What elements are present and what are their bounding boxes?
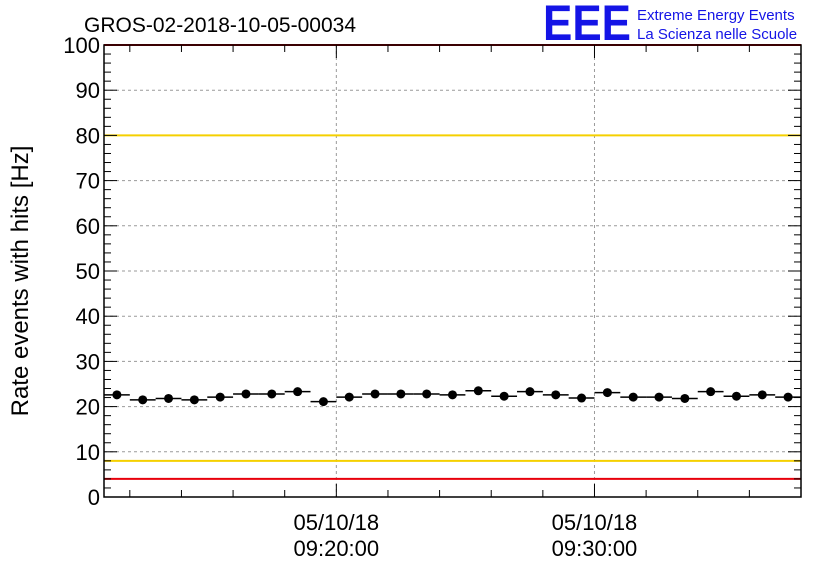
data-point xyxy=(525,387,535,397)
y-tick-label: 50 xyxy=(76,259,100,284)
data-point xyxy=(731,391,741,401)
eee-logo-line2: La Scienza nelle Scuole xyxy=(637,26,797,43)
y-tick-label: 30 xyxy=(76,349,100,374)
data-point xyxy=(422,389,432,399)
chart-title: GROS-02-2018-10-05-00034 xyxy=(84,14,356,37)
y-axis-title: Rate events with hits [Hz] xyxy=(7,146,34,417)
eee-logo: EEE Extreme Energy Events La Scienza nel… xyxy=(543,0,797,51)
y-tick-labels: 0 10 20 30 40 50 60 70 80 90 100 xyxy=(63,33,100,510)
data-point xyxy=(112,390,122,400)
data-point xyxy=(370,389,380,399)
data-point xyxy=(602,388,612,398)
y-tick-label: 60 xyxy=(76,214,100,239)
data-point xyxy=(293,387,303,397)
grid xyxy=(104,45,801,497)
eee-logo-mark: EEE xyxy=(543,0,631,51)
x-tick-time-label: 09:20:00 xyxy=(294,536,380,561)
y-tick-label: 20 xyxy=(76,395,100,420)
data-point xyxy=(344,392,354,402)
data-point xyxy=(473,386,483,396)
data-point xyxy=(654,392,664,402)
data-point xyxy=(757,390,767,400)
y-tick-label: 70 xyxy=(76,169,100,194)
data-point xyxy=(318,397,328,407)
data-point xyxy=(499,391,509,401)
y-tick-label: 80 xyxy=(76,123,100,148)
data-point xyxy=(577,393,587,403)
chart-header: GROS-02-2018-10-05-00034 EEE Extreme Ene… xyxy=(84,0,797,51)
data-point xyxy=(138,395,148,405)
data-point xyxy=(189,395,199,405)
y-tick-label: 40 xyxy=(76,304,100,329)
y-tick-label: 10 xyxy=(76,440,100,465)
data-point xyxy=(215,392,225,402)
data-point xyxy=(551,390,561,400)
data-point xyxy=(164,393,174,403)
data-point xyxy=(267,389,277,399)
data-points xyxy=(104,386,801,407)
y-tick-label: 0 xyxy=(88,485,100,510)
data-point xyxy=(783,392,793,402)
axis-ticks xyxy=(104,44,802,498)
reference-lines xyxy=(104,44,801,480)
data-point xyxy=(706,387,716,397)
x-tick-date-label: 05/10/18 xyxy=(552,510,638,535)
data-point xyxy=(628,392,638,402)
data-point xyxy=(448,390,457,400)
y-tick-label: 90 xyxy=(76,78,100,103)
eee-logo-line1: Extreme Energy Events xyxy=(637,7,795,24)
x-tick-date-label: 05/10/18 xyxy=(294,510,380,535)
data-point xyxy=(396,389,406,399)
y-tick-label: 100 xyxy=(63,33,100,58)
data-point xyxy=(241,389,251,399)
data-point xyxy=(680,393,690,403)
x-tick-time-label: 09:30:00 xyxy=(552,536,638,561)
